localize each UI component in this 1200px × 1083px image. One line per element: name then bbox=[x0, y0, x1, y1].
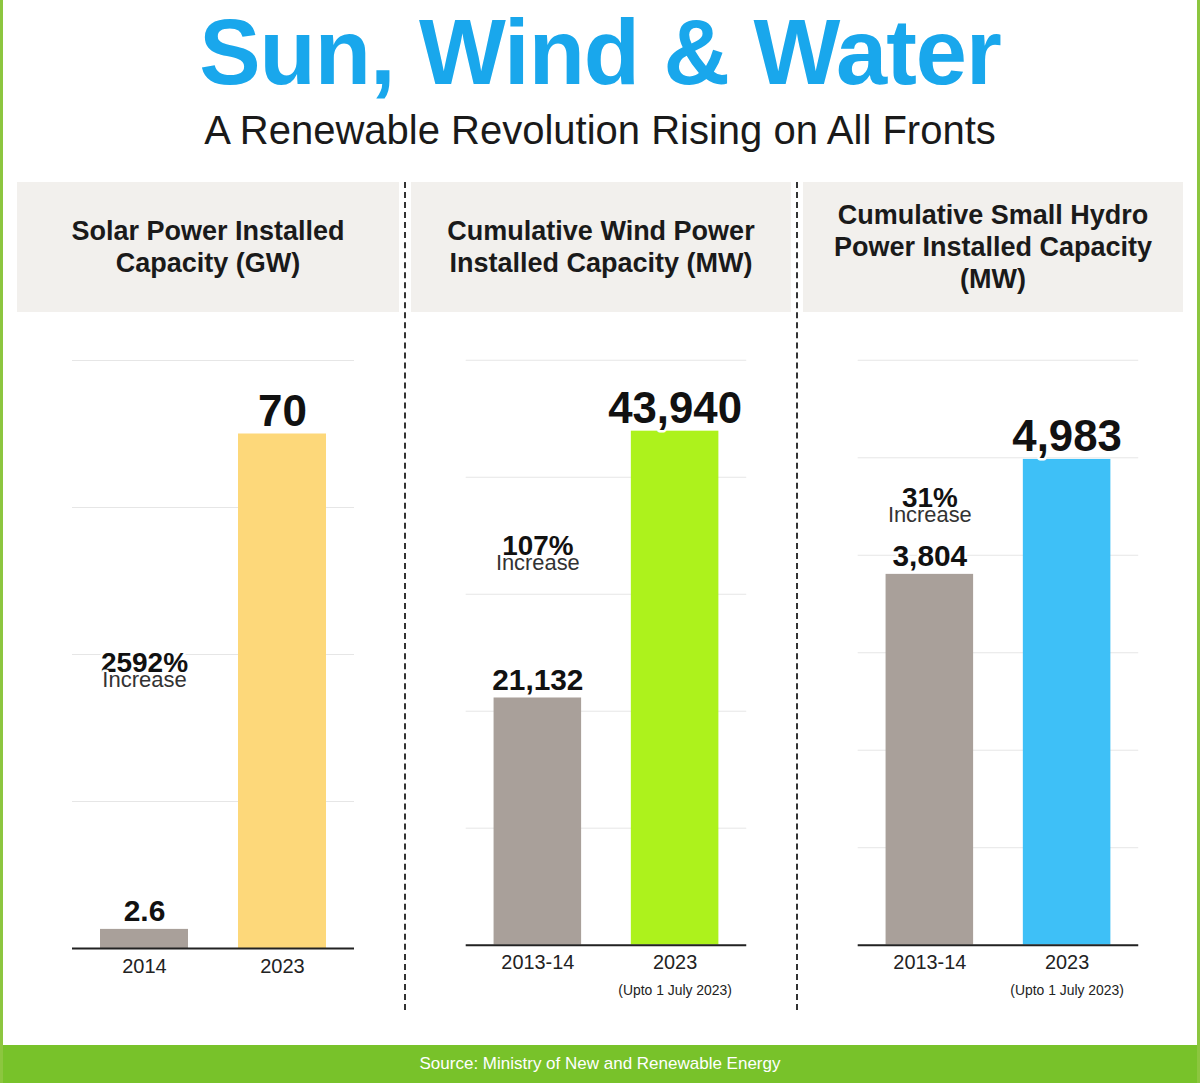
svg-text:4,983: 4,983 bbox=[1012, 411, 1121, 460]
html-text:Cumulative Wind Power Installe: Cumulative Wind Power Installed Capacity… bbox=[447, 216, 755, 278]
html-text:Cumulative Small Hydro Power I: Cumulative Small Hydro Power Installed C… bbox=[833, 200, 1152, 294]
svg-text:107%: 107% bbox=[502, 529, 574, 561]
svg-text:Increase: Increase bbox=[102, 667, 186, 692]
html-text:Solar Power Installed Capacity: Solar Power Installed Capacity (GW) bbox=[71, 216, 345, 278]
svg-text:2023: 2023 bbox=[653, 951, 697, 973]
svg-text:Increase: Increase bbox=[888, 502, 972, 527]
svg-text:3,804: 3,804 bbox=[893, 539, 968, 572]
svg-text:2023: 2023 bbox=[260, 955, 305, 977]
svg-text:2013-14: 2013-14 bbox=[893, 951, 966, 973]
html-text:Source: Ministry of New and Re: Source: Ministry of New and Renewable En… bbox=[419, 1054, 781, 1073]
svg-text:70: 70 bbox=[258, 386, 307, 435]
svg-text:(Upto 1 July 2023): (Upto 1 July 2023) bbox=[618, 982, 732, 998]
svg-text:2014: 2014 bbox=[122, 955, 167, 977]
svg-text:2023: 2023 bbox=[1045, 951, 1089, 973]
svg-text:2013-14: 2013-14 bbox=[501, 951, 574, 973]
html-text:Sun, Wind & Water: Sun, Wind & Water bbox=[199, 1, 1001, 103]
svg-text:2592%: 2592% bbox=[100, 646, 189, 678]
svg-text:43,940: 43,940 bbox=[608, 383, 742, 432]
svg-text:Increase: Increase bbox=[496, 550, 580, 575]
svg-text:21,132: 21,132 bbox=[492, 663, 583, 696]
svg-text:(Upto 1 July 2023): (Upto 1 July 2023) bbox=[1010, 982, 1124, 998]
svg-text:2.6: 2.6 bbox=[124, 894, 166, 927]
svg-text:31%: 31% bbox=[902, 481, 958, 513]
html-text:A Renewable Revolution Rising: A Renewable Revolution Rising on All Fro… bbox=[204, 108, 996, 152]
